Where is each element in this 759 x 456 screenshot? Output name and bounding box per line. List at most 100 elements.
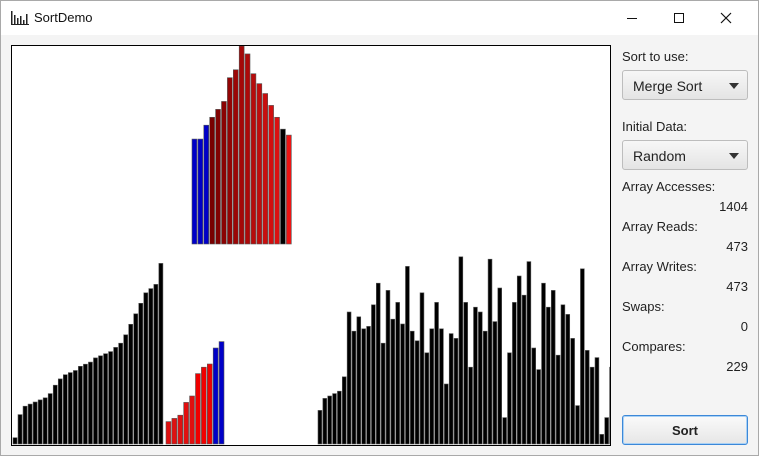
sort-bar	[366, 326, 371, 445]
sort-bar	[424, 352, 430, 445]
swaps-label: Swaps:	[622, 299, 665, 314]
sort-bar	[183, 402, 189, 445]
sort-bar	[83, 363, 88, 445]
sort-bar	[218, 341, 225, 445]
sort-bar	[434, 302, 439, 445]
bar-chart-icon	[11, 11, 29, 25]
sort-bar	[594, 357, 600, 445]
sort-to-use-label: Sort to use:	[622, 49, 689, 64]
sort-bar	[123, 334, 128, 445]
array-writes-value: 473	[726, 279, 748, 294]
sort-bar	[346, 311, 352, 445]
minimize-button[interactable]	[609, 1, 655, 35]
sort-bar	[531, 347, 537, 445]
sort-button[interactable]: Sort	[622, 415, 748, 445]
sort-bar	[201, 366, 207, 445]
sort-bar	[148, 288, 154, 445]
sort-bar	[327, 395, 332, 445]
sort-bar	[57, 378, 63, 445]
sort-bar	[221, 101, 227, 245]
minimize-icon	[627, 18, 637, 19]
sort-bar	[12, 437, 18, 445]
sort-bar	[191, 138, 198, 245]
sort-bar	[463, 302, 468, 445]
initial-data-label: Initial Data:	[622, 119, 688, 134]
sort-bar	[47, 393, 53, 445]
initial-data-value: Random	[633, 148, 686, 164]
sort-bar	[478, 311, 483, 445]
sort-bar	[429, 328, 434, 445]
sort-bar	[492, 321, 498, 445]
sort-algorithm-select[interactable]: Merge Sort	[622, 70, 748, 100]
sort-bar	[419, 292, 425, 445]
sort-bar	[482, 330, 488, 445]
sort-bar	[575, 405, 580, 445]
sort-algorithm-value: Merge Sort	[633, 78, 703, 94]
sort-bar	[356, 316, 362, 445]
compares-label: Compares:	[622, 339, 686, 354]
sort-bar	[521, 294, 527, 445]
sort-bar	[274, 116, 280, 245]
sort-bar	[565, 314, 571, 445]
sort-bar	[78, 365, 83, 445]
sort-bar	[227, 77, 233, 245]
swaps-value: 0	[740, 319, 748, 334]
sort-bar	[203, 124, 210, 245]
sort-bar	[118, 342, 123, 445]
sort-bar	[73, 370, 78, 445]
sort-bar	[458, 256, 464, 445]
sort-bar	[37, 399, 43, 445]
sort-bar	[17, 414, 23, 445]
sort-bar	[165, 421, 172, 445]
sort-bar	[526, 261, 532, 445]
sort-bar	[212, 347, 219, 445]
sort-bar	[138, 302, 144, 445]
sort-bar	[546, 306, 551, 445]
sort-bar	[604, 417, 609, 445]
sort-bar	[337, 390, 342, 445]
sort-bar	[580, 268, 585, 445]
close-icon	[720, 12, 732, 24]
initial-data-select[interactable]: Random	[622, 140, 748, 170]
sort-bar	[189, 395, 195, 445]
sort-bar	[560, 304, 566, 445]
sort-bar	[62, 374, 68, 445]
sort-bar	[209, 116, 215, 245]
sort-bar	[42, 397, 48, 445]
sort-bar	[93, 357, 98, 445]
sort-visualization	[11, 45, 611, 446]
maximize-icon	[674, 13, 684, 23]
sort-bar	[153, 284, 159, 445]
sort-bar	[361, 328, 366, 445]
sort-bar	[584, 350, 590, 445]
sort-bar	[439, 328, 444, 445]
sort-bar	[233, 69, 239, 245]
sort-bar	[414, 340, 420, 445]
sort-bar	[133, 313, 139, 445]
sort-bar	[215, 109, 221, 245]
sort-bar	[195, 373, 201, 445]
sort-bar	[599, 434, 605, 445]
sort-bar	[468, 366, 473, 445]
sort-bars-chart	[12, 46, 610, 445]
sort-bar	[385, 290, 391, 445]
sort-bar	[158, 263, 164, 445]
array-reads-value: 473	[726, 239, 748, 254]
sort-bar	[286, 134, 292, 245]
sort-bar	[238, 46, 245, 245]
array-writes-label: Array Writes:	[622, 259, 697, 274]
maximize-button[interactable]	[656, 1, 702, 35]
sort-bar	[507, 352, 512, 445]
sort-bar	[536, 369, 541, 445]
title-bar[interactable]: SortDemo	[1, 1, 758, 35]
sort-bar	[516, 275, 522, 445]
sort-bar	[473, 306, 478, 445]
sort-bar	[207, 363, 213, 445]
close-button[interactable]	[703, 1, 749, 35]
sort-bar	[103, 353, 108, 445]
sort-bar	[487, 258, 493, 445]
sort-bar	[410, 330, 415, 445]
sort-bar	[497, 287, 502, 445]
sort-bar	[332, 393, 337, 445]
